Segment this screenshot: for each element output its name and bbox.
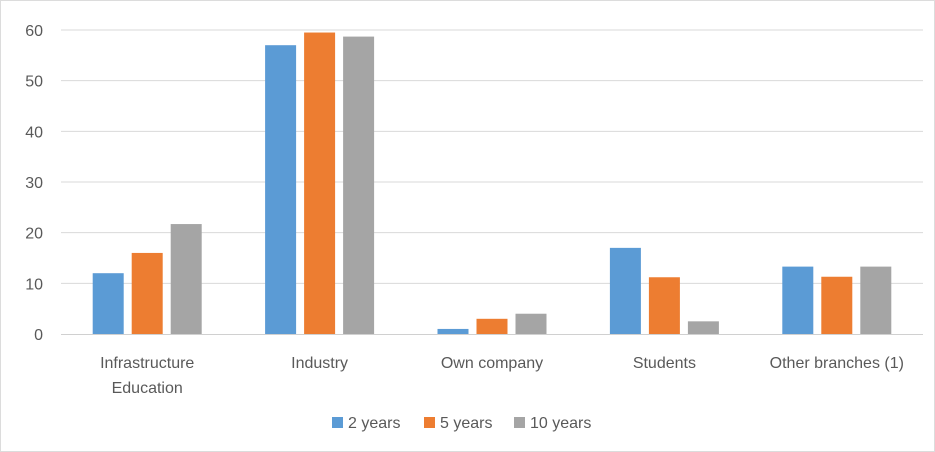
legend-swatch-5-years bbox=[424, 417, 435, 428]
x-category-label-4: Other branches (1) bbox=[770, 355, 904, 372]
x-axis: Infrastructure Education Industry Own compa… bbox=[61, 334, 923, 397]
legend-label-10-years: 10 years bbox=[530, 415, 591, 432]
y-tick-label-40: 40 bbox=[25, 124, 43, 141]
bar-2-years-cat-1 bbox=[265, 45, 297, 334]
gridlines bbox=[61, 29, 923, 284]
y-tick-label-30: 30 bbox=[25, 175, 43, 192]
y-axis: 0 10 20 30 40 50 60 bbox=[25, 23, 43, 344]
bar-10-years-cat-4 bbox=[860, 266, 892, 334]
y-tick-label-50: 50 bbox=[25, 74, 43, 91]
y-tick-label-20: 20 bbox=[25, 226, 43, 243]
legend-label-2-years: 2 years bbox=[348, 415, 400, 432]
bar-10-years-cat-2 bbox=[515, 313, 547, 334]
legend-swatch-10-years bbox=[514, 417, 525, 428]
x-category-label-1: Industry bbox=[291, 355, 348, 372]
bar-5-years-cat-4 bbox=[821, 276, 853, 334]
bars bbox=[92, 32, 892, 335]
bar-2-years-cat-4 bbox=[782, 266, 814, 334]
bar-5-years-cat-1 bbox=[304, 32, 336, 335]
bar-2-years-cat-2 bbox=[437, 328, 469, 334]
legend: 2 years 5 years 10 years bbox=[332, 415, 591, 432]
legend-swatch-2-years bbox=[332, 417, 343, 428]
bar-2-years-cat-0 bbox=[92, 273, 124, 334]
x-category-label-0-line-0: Infrastructure bbox=[100, 355, 194, 372]
legend-label-5-years: 5 years bbox=[440, 415, 492, 432]
bar-10-years-cat-3 bbox=[687, 321, 719, 334]
bar-10-years-cat-0 bbox=[170, 224, 202, 334]
x-category-label-2: Own company bbox=[441, 355, 543, 372]
y-tick-label-60: 60 bbox=[25, 23, 43, 40]
x-category-label-0-line-1: Education bbox=[112, 380, 183, 397]
x-category-label-3: Students bbox=[633, 355, 696, 372]
y-tick-label-0: 0 bbox=[34, 327, 43, 344]
bar-5-years-cat-2 bbox=[476, 318, 508, 334]
bar-10-years-cat-1 bbox=[343, 36, 375, 334]
y-tick-label-10: 10 bbox=[25, 276, 43, 293]
bar-2-years-cat-3 bbox=[609, 247, 641, 334]
bar-5-years-cat-3 bbox=[648, 277, 680, 334]
bar-5-years-cat-0 bbox=[131, 252, 163, 334]
